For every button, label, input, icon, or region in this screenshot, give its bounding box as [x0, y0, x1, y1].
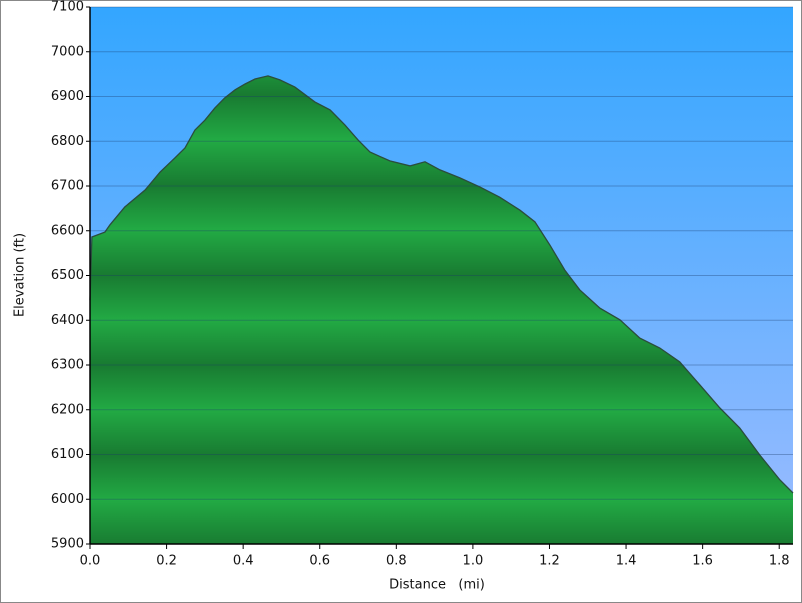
- x-tick-label: 0.2: [156, 554, 177, 569]
- x-tick-label: 1.2: [539, 554, 560, 569]
- area-shading: [90, 75, 793, 545]
- y-tick-label: 6600: [51, 223, 84, 238]
- x-tick-label: 0.6: [309, 554, 330, 569]
- y-tick-label: 6500: [51, 268, 84, 283]
- area-outline: [89, 75, 794, 494]
- y-tick-label: 6000: [51, 492, 84, 507]
- x-tick-label: 1.8: [769, 554, 790, 569]
- y-tick-label: 6300: [51, 358, 84, 373]
- x-tick-label: 0.4: [233, 554, 254, 569]
- y-axis-label: Elevation (ft): [13, 233, 28, 317]
- x-tick-label: 0.8: [386, 554, 407, 569]
- y-tick-label: 6800: [51, 134, 84, 149]
- x-tick-label: 1.6: [692, 554, 713, 569]
- y-tick-label: 6200: [51, 402, 84, 417]
- x-tick-label: 1.0: [463, 554, 484, 569]
- y-tick-label: 7100: [51, 0, 84, 15]
- x-tick-label: 0.0: [80, 554, 101, 569]
- y-tick-label: 7000: [51, 44, 84, 59]
- x-tick-label: 1.4: [616, 554, 637, 569]
- y-tick-label: 6400: [51, 313, 84, 328]
- x-axis-label: Distance (mi): [389, 578, 485, 593]
- y-tick-label: 6900: [51, 89, 84, 104]
- y-tick-label: 6100: [51, 447, 84, 462]
- y-tick-label: 5900: [51, 537, 84, 552]
- y-tick-label: 6700: [51, 179, 84, 194]
